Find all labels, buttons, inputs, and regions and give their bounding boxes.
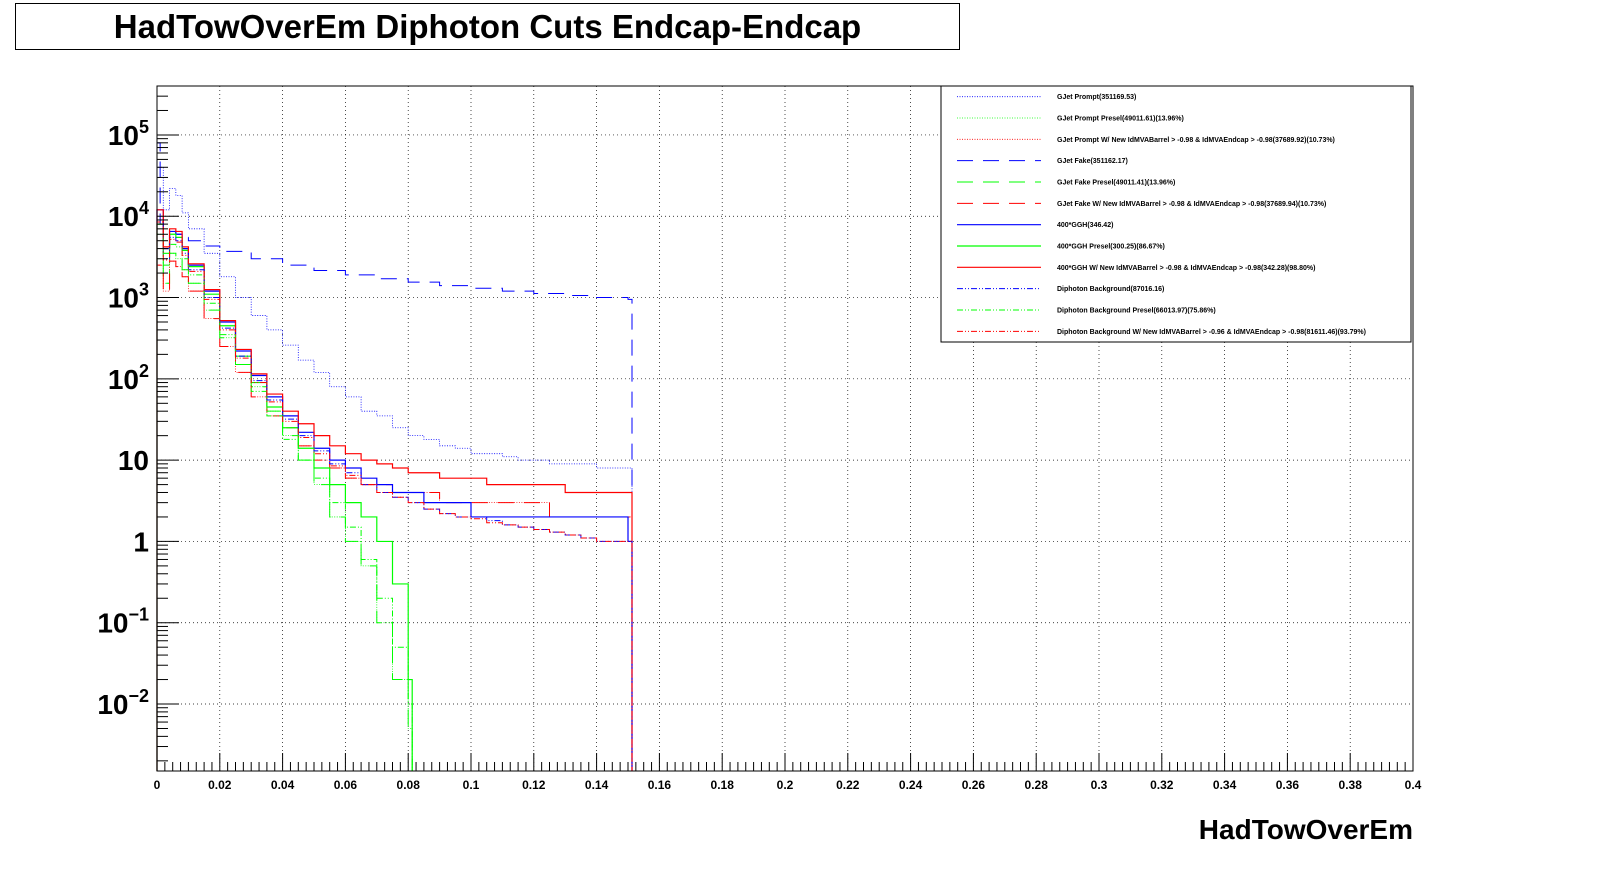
x-tick-label: 0.04: [271, 778, 295, 792]
y-tick-label: 10−2: [97, 686, 149, 720]
legend-entry-2: GJet Prompt W/ New IdMVABarrel > -0.98 &…: [1057, 137, 1335, 144]
x-tick-label: 0.18: [711, 778, 735, 792]
series-line-0: [156, 166, 633, 771]
legend-entry-4: GJet Fake Presel(49011.41)(13.96%): [1057, 180, 1175, 187]
x-tick-label: 0.4: [1405, 778, 1422, 792]
legend-entry-8: 400*GGH W/ New IdMVABarrel > -0.98 & IdM…: [1057, 265, 1315, 272]
x-tick-label: 0.28: [1025, 778, 1049, 792]
legend-entry-9: Diphoton Background(87016.16): [1057, 286, 1164, 293]
legend-box: [940, 85, 1412, 343]
x-tick-label: 0.34: [1213, 778, 1237, 792]
series-line-1: [156, 252, 413, 771]
chart-title: HadTowOverEm Diphoton Cuts Endcap-Endcap: [113, 7, 862, 45]
y-tick-label: 103: [108, 280, 149, 314]
chart-title-box: HadTowOverEm Diphoton Cuts Endcap-Endcap: [15, 3, 960, 50]
x-tick-label: 0.22: [836, 778, 860, 792]
legend: GJet Prompt(351169.53) GJet Prompt Presel…: [940, 85, 1412, 343]
x-tick-label: 0.3: [1091, 778, 1108, 792]
x-axis-label: HadTowOverEm: [1199, 814, 1413, 845]
legend-entry-10: Diphoton Background Presel(66013.97)(75.…: [1057, 308, 1216, 315]
y-tick-label: 105: [108, 117, 149, 151]
x-tick-label: 0.08: [397, 778, 421, 792]
x-tick-label: 0.06: [334, 778, 358, 792]
x-tick-label: 0.16: [648, 778, 672, 792]
series-line-5: [156, 260, 633, 771]
legend-entry-3: GJet Fake(351162.17): [1057, 158, 1128, 165]
series-line-10: [156, 233, 413, 771]
x-tick-label: 0.02: [208, 778, 232, 792]
x-tick-label: 0.38: [1339, 778, 1363, 792]
y-tick-label: 10: [118, 445, 149, 476]
y-tick-label: 10−1: [97, 605, 149, 639]
y-tick-label: 104: [108, 198, 149, 232]
x-tick-label: 0.1: [463, 778, 480, 792]
series-line-11: [156, 221, 633, 771]
series-line-8: [156, 209, 633, 771]
axes-layer: 0 0.02 0.04 0.06 0.08 0.1 0.12 0.14 0.16 0.18 0.2 0…: [97, 85, 1422, 792]
x-tick-label: 0.24: [899, 778, 923, 792]
x-tick-label: 0: [154, 778, 161, 792]
x-tick-label: 0.2: [777, 778, 794, 792]
legend-entry-7: 400*GGH Presel(300.25)(86.67%): [1057, 244, 1165, 251]
x-tick-label: 0.32: [1150, 778, 1174, 792]
x-tick-label: 0.26: [962, 778, 986, 792]
legend-entry-11: Diphoton Background W/ New IdMVABarrel >…: [1057, 329, 1366, 336]
legend-entry-0: GJet Prompt(351169.53): [1057, 94, 1136, 101]
y-tick-label: 102: [108, 361, 149, 395]
x-tick-label: 0.14: [585, 778, 609, 792]
y-tick-label: 1: [133, 526, 149, 557]
x-tick-label: 0.36: [1276, 778, 1300, 792]
legend-entry-1: GJet Prompt Presel(49011.61)(13.96%): [1057, 116, 1184, 123]
series-layer: [156, 142, 633, 771]
x-tick-label: 0.12: [522, 778, 546, 792]
legend-entry-6: 400*GGH(346.42): [1057, 222, 1113, 229]
legend-entry-5: GJet Fake W/ New IdMVABarrel > -0.98 & I…: [1057, 201, 1326, 208]
